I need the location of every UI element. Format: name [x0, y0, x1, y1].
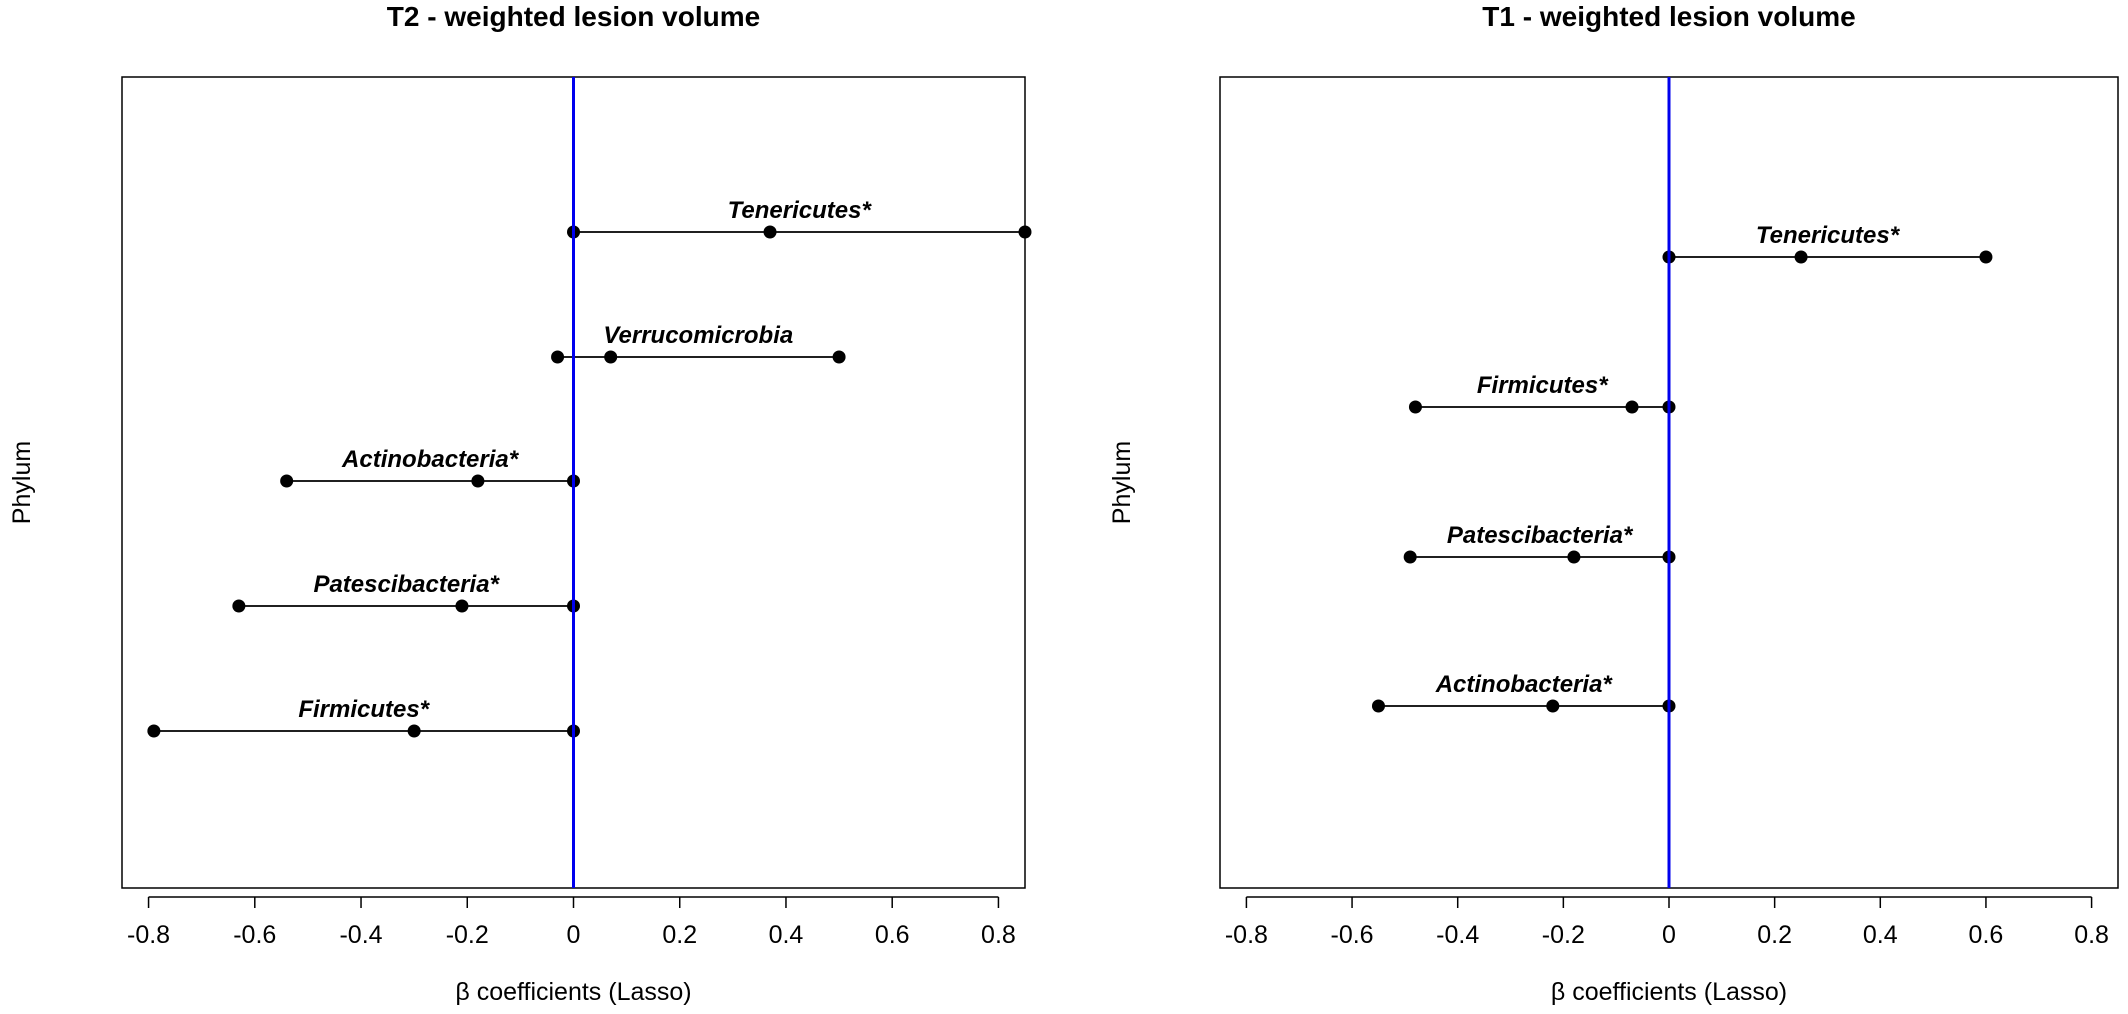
point-low [232, 599, 246, 613]
x-axis-label: β coefficients (Lasso) [1551, 978, 1787, 1006]
chart-title: T2 - weighted lesion volume [387, 1, 760, 32]
x-tick-label: -0.8 [127, 921, 170, 949]
x-tick-label: -0.2 [1542, 921, 1585, 949]
point-mid [1794, 250, 1808, 264]
point-mid [763, 225, 777, 239]
point-mid [604, 350, 618, 364]
phylum-label: Tenericutes* [1756, 222, 1901, 249]
x-tick-label: 0.8 [981, 921, 1016, 949]
point-low [551, 350, 565, 364]
x-tick-label: -0.2 [446, 921, 489, 949]
point-mid [455, 599, 469, 613]
x-tick-label: 0.2 [1757, 921, 1792, 949]
x-tick-label: -0.4 [1436, 921, 1479, 949]
point-high [832, 350, 846, 364]
point-mid [1546, 699, 1560, 713]
y-axis-label: Phylum [8, 441, 36, 524]
phylum-label: Actinobacteria* [341, 446, 520, 473]
point-low [1403, 550, 1417, 564]
x-tick-label: 0.6 [875, 921, 910, 949]
point-low [147, 724, 161, 738]
point-low [1371, 699, 1385, 713]
point-high [1018, 225, 1032, 239]
x-tick-label: 0.6 [1969, 921, 2004, 949]
phylum-label: Patescibacteria* [1447, 522, 1634, 549]
x-tick-label: 0.4 [769, 921, 804, 949]
y-axis-label: Phylum [1108, 441, 1136, 524]
x-tick-label: -0.6 [1331, 921, 1374, 949]
x-tick-label: 0.8 [2074, 921, 2109, 949]
x-tick-label: -0.8 [1225, 921, 1268, 949]
phylum-label: Tenericutes* [728, 197, 873, 224]
point-high [1979, 250, 1993, 264]
x-tick-label: 0.2 [662, 921, 697, 949]
phylum-label: Actinobacteria* [1435, 671, 1614, 698]
x-tick-label: 0 [1662, 921, 1676, 949]
x-tick-label: 0.4 [1863, 921, 1898, 949]
point-mid [1625, 400, 1639, 414]
x-tick-label: -0.6 [233, 921, 276, 949]
phylum-label: Firmicutes* [298, 696, 430, 723]
point-mid [471, 474, 485, 488]
point-mid [1567, 550, 1581, 564]
x-tick-label: 0 [567, 921, 581, 949]
x-tick-label: -0.4 [339, 921, 382, 949]
point-low [280, 474, 294, 488]
phylum-label: Firmicutes* [1477, 372, 1609, 399]
point-mid [407, 724, 421, 738]
phylum-label: Verrucomicrobia [603, 322, 793, 349]
x-axis-label: β coefficients (Lasso) [455, 978, 691, 1006]
point-low [1408, 400, 1422, 414]
phylum-label: Patescibacteria* [313, 571, 500, 598]
chart-title: T1 - weighted lesion volume [1482, 1, 1855, 32]
